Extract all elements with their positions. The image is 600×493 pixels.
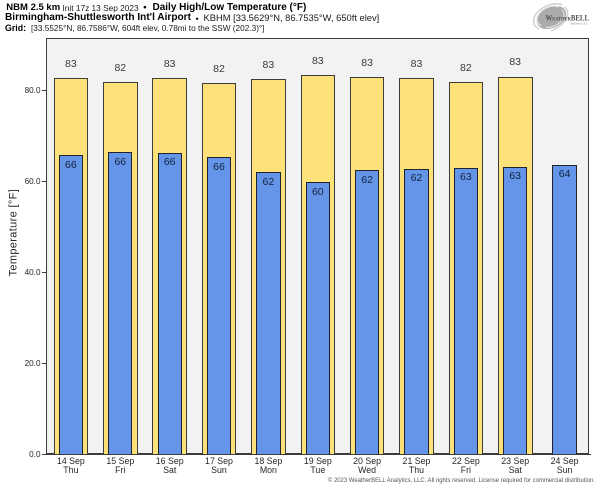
svg-text:Analytics LLC: Analytics LLC (570, 22, 588, 26)
svg-text:WEATHERBELL: WEATHERBELL (546, 13, 590, 22)
